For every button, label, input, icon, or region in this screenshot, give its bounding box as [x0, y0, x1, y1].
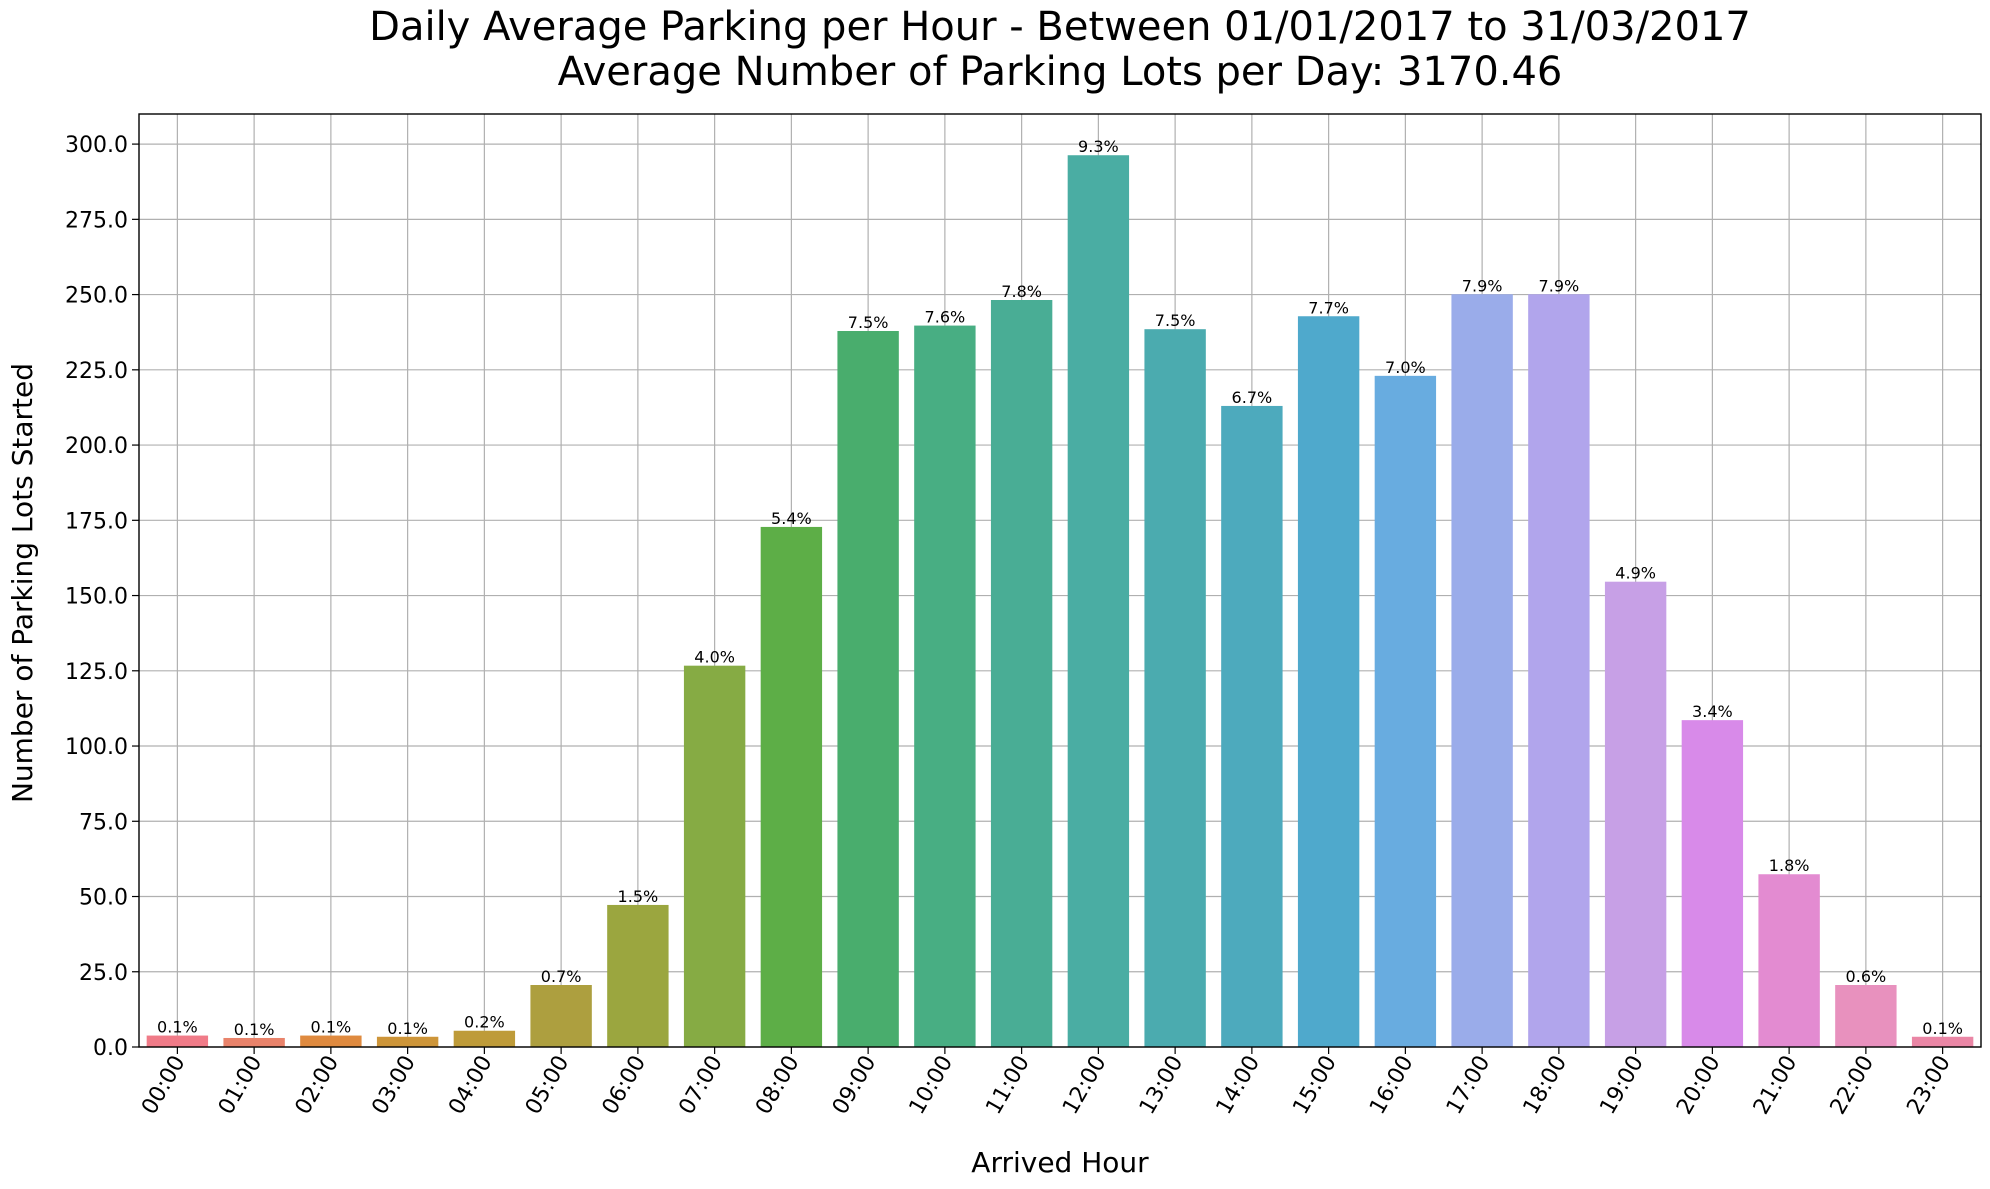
- x-tick-label: 17:00: [1442, 1052, 1495, 1119]
- bar: [453, 1030, 516, 1047]
- y-tick-label: 300.0: [65, 133, 128, 158]
- bars: [146, 155, 1974, 1048]
- bar: [914, 325, 976, 1047]
- bar-data-label: 4.0%: [694, 648, 735, 667]
- bar: [1144, 329, 1206, 1048]
- x-tick-label: 16:00: [1365, 1052, 1418, 1119]
- y-axis-label: Number of Parking Lots Started: [6, 363, 39, 803]
- x-tick-label: 00:00: [137, 1052, 190, 1119]
- x-tick-label: 20:00: [1672, 1052, 1725, 1119]
- y-tick-label: 125.0: [65, 660, 128, 685]
- x-tick-label: 22:00: [1826, 1052, 1879, 1119]
- x-tick-label: 03:00: [367, 1052, 420, 1119]
- bar-data-label: 7.5%: [848, 313, 889, 332]
- plot-frame: [138, 113, 1982, 1048]
- bar-data-label: 4.9%: [1615, 564, 1656, 583]
- y-tick-label: 200.0: [65, 434, 128, 459]
- bar: [1528, 294, 1590, 1047]
- y-tick-label: 275.0: [65, 208, 128, 233]
- bar: [146, 1035, 209, 1047]
- y-tick-label: 50.0: [79, 886, 128, 911]
- x-tick-label: 08:00: [751, 1052, 804, 1119]
- bar: [1451, 294, 1513, 1047]
- bar: [1221, 405, 1283, 1047]
- bar: [607, 904, 669, 1047]
- x-tick-label: 10:00: [905, 1052, 958, 1119]
- bar-data-label: 0.1%: [157, 1018, 198, 1037]
- x-tick-label: 12:00: [1058, 1052, 1111, 1119]
- data-labels: 0.1% 0.1% 0.1% 0.1% 0.2% 0.7% 1.5% 4.0% 5.4% 7.5%…: [157, 137, 1963, 1039]
- bar: [1911, 1036, 1974, 1047]
- bar-data-label: 5.4%: [771, 509, 812, 528]
- chart-title: Daily Average Parking per Hour - Between…: [369, 4, 1751, 50]
- x-tick-label: 05:00: [521, 1052, 574, 1119]
- bar-data-label: 7.8%: [1001, 282, 1042, 301]
- bar-data-label: 1.5%: [618, 887, 659, 906]
- y-axis-ticks: 0.0 25.0 50.0 75.0 100.0 125.0 150.0 175.0 200.0…: [65, 133, 139, 1061]
- x-tick-label: 15:00: [1288, 1052, 1341, 1119]
- x-tick-label: 11:00: [981, 1052, 1034, 1119]
- x-tick-label: 21:00: [1749, 1052, 1802, 1119]
- bar: [837, 330, 899, 1047]
- bar-data-label: 6.7%: [1232, 388, 1273, 407]
- y-tick-label: 250.0: [65, 284, 128, 309]
- x-tick-label: 01:00: [214, 1052, 267, 1119]
- bar: [1297, 316, 1360, 1047]
- bar-data-label: 0.1%: [311, 1018, 352, 1037]
- y-tick-label: 75.0: [79, 810, 128, 835]
- bar: [376, 1036, 439, 1047]
- bar-data-label: 7.0%: [1385, 358, 1426, 377]
- x-axis-label: Arrived Hour: [971, 1146, 1149, 1179]
- bar-data-label: 0.1%: [1922, 1019, 1963, 1038]
- bar: [223, 1037, 285, 1047]
- x-tick-label: 06:00: [598, 1052, 651, 1119]
- x-tick-label: 23:00: [1902, 1052, 1955, 1119]
- x-axis-ticks: 00:00 01:00 02:00 03:00 04:00 05:00 06:00 07:00…: [137, 1047, 1956, 1119]
- bar-data-label: 0.1%: [234, 1020, 275, 1039]
- bar: [1758, 874, 1820, 1047]
- bar: [1681, 720, 1744, 1047]
- chart-subtitle: Average Number of Parking Lots per Day: …: [558, 49, 1563, 95]
- y-tick-label: 175.0: [65, 509, 128, 534]
- x-tick-label: 04:00: [444, 1052, 497, 1119]
- bar: [760, 526, 823, 1047]
- x-tick-label: 09:00: [828, 1052, 881, 1119]
- bar-data-label: 0.6%: [1846, 967, 1887, 986]
- x-tick-label: 14:00: [1212, 1052, 1265, 1119]
- x-tick-label: 07:00: [674, 1052, 727, 1119]
- y-tick-label: 0.0: [93, 1036, 128, 1061]
- y-tick-label: 100.0: [65, 735, 128, 760]
- bar: [1067, 155, 1130, 1048]
- x-tick-label: 19:00: [1595, 1052, 1648, 1119]
- bar-data-label: 0.1%: [387, 1019, 428, 1038]
- bar-data-label: 9.3%: [1078, 137, 1119, 156]
- bar: [1835, 985, 1897, 1047]
- bar-data-label: 0.2%: [464, 1013, 505, 1032]
- bar: [530, 985, 592, 1047]
- bar-data-label: 0.7%: [541, 967, 582, 986]
- bar: [683, 665, 746, 1047]
- x-tick-label: 13:00: [1135, 1052, 1188, 1119]
- bar: [1374, 375, 1437, 1048]
- y-tick-label: 225.0: [65, 359, 128, 384]
- bar-data-label: 7.5%: [1155, 311, 1196, 330]
- bar: [990, 299, 1053, 1048]
- y-tick-label: 25.0: [79, 961, 128, 986]
- bar: [1604, 581, 1667, 1047]
- bar-data-label: 7.6%: [925, 308, 966, 327]
- bar-data-label: 1.8%: [1769, 856, 1810, 875]
- x-tick-label: 18:00: [1519, 1052, 1572, 1119]
- bar-data-label: 7.9%: [1539, 276, 1580, 295]
- bar-data-label: 7.7%: [1308, 298, 1349, 317]
- x-tick-label: 02:00: [291, 1052, 344, 1119]
- bar-data-label: 3.4%: [1692, 702, 1733, 721]
- y-tick-label: 150.0: [65, 585, 128, 610]
- bar-data-label: 7.9%: [1462, 276, 1503, 295]
- bar: [300, 1035, 362, 1047]
